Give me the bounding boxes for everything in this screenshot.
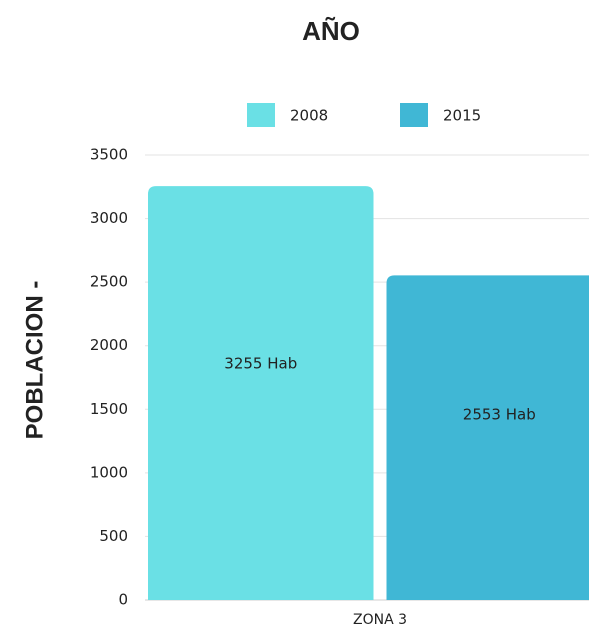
chart-title: AÑO [302, 16, 360, 46]
legend-swatch [400, 103, 428, 127]
y-tick-label: 500 [99, 527, 128, 545]
y-tick-label: 2000 [90, 336, 128, 354]
y-tick-label: 1000 [90, 463, 128, 481]
y-tick-label: 3000 [90, 209, 128, 227]
y-tick-label: 3500 [90, 146, 128, 164]
y-tick-label: 2500 [90, 273, 128, 291]
legend-label: 2008 [290, 107, 328, 125]
legend-label: 2015 [443, 107, 481, 125]
y-axis-label: POBLACION - [21, 281, 48, 440]
legend-swatch [247, 103, 275, 127]
y-tick-label: 1500 [90, 400, 128, 418]
bar [386, 275, 589, 600]
value-label: 3255 Hab [224, 355, 297, 373]
x-tick-label: ZONA 3 [353, 612, 407, 628]
y-tick-label: 0 [118, 591, 128, 609]
value-label: 2553 Hab [463, 405, 536, 423]
bar [148, 186, 374, 600]
